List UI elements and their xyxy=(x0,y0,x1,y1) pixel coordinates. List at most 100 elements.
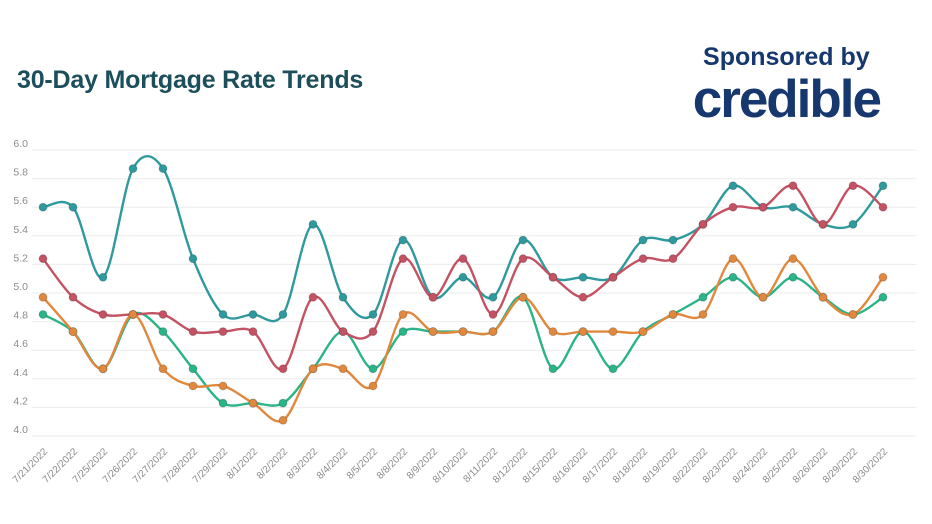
y-axis-label: 5.2 xyxy=(13,252,28,264)
data-point-red-13 xyxy=(428,292,438,302)
data-point-teal-16 xyxy=(518,235,528,245)
data-point-orange-22 xyxy=(698,309,708,319)
data-point-orange-4 xyxy=(158,364,168,374)
data-point-orange-5 xyxy=(188,381,198,391)
data-point-red-1 xyxy=(68,292,78,302)
data-point-red-10 xyxy=(338,327,348,337)
series-line-green xyxy=(41,276,885,407)
page-title: 30-Day Mortgage Rate Trends xyxy=(17,66,364,94)
data-point-green-25 xyxy=(788,272,798,282)
data-point-red-9 xyxy=(308,292,318,302)
data-point-red-8 xyxy=(278,364,288,374)
data-point-orange-24 xyxy=(758,292,768,302)
data-point-orange-18 xyxy=(578,327,588,337)
data-point-red-2 xyxy=(98,309,108,319)
y-axis-label: 4.2 xyxy=(13,395,28,407)
data-point-teal-10 xyxy=(338,292,348,302)
data-point-orange-19 xyxy=(608,327,618,337)
y-axis-label: 4.6 xyxy=(13,338,28,350)
data-point-orange-26 xyxy=(818,292,828,302)
data-point-orange-3 xyxy=(128,309,138,319)
data-point-teal-6 xyxy=(218,309,228,319)
data-point-orange-14 xyxy=(458,327,468,337)
data-point-orange-10 xyxy=(338,364,348,374)
data-point-teal-5 xyxy=(188,254,198,264)
data-point-teal-11 xyxy=(368,309,378,319)
data-point-red-25 xyxy=(788,181,798,191)
data-point-teal-8 xyxy=(278,309,288,319)
data-point-red-19 xyxy=(608,272,618,282)
data-point-green-0 xyxy=(38,309,48,319)
data-point-orange-17 xyxy=(548,327,558,337)
data-point-red-11 xyxy=(368,327,378,337)
data-point-red-5 xyxy=(188,327,198,337)
data-point-orange-1 xyxy=(68,327,78,337)
y-axis-label: 4.4 xyxy=(13,367,28,379)
data-point-red-6 xyxy=(218,327,228,337)
data-point-teal-14 xyxy=(458,272,468,282)
data-point-red-14 xyxy=(458,254,468,264)
y-axis-label: 5.0 xyxy=(13,281,28,293)
y-axis-label: 4.0 xyxy=(13,424,28,436)
series-line-orange xyxy=(41,257,885,423)
y-axis-label: 5.6 xyxy=(13,195,28,207)
data-point-orange-7 xyxy=(248,398,258,408)
data-point-teal-15 xyxy=(488,292,498,302)
data-point-red-28 xyxy=(878,202,888,212)
data-point-teal-0 xyxy=(38,202,48,212)
data-point-teal-27 xyxy=(848,219,858,229)
data-point-green-22 xyxy=(698,292,708,302)
data-point-orange-2 xyxy=(98,364,108,374)
data-point-red-12 xyxy=(398,254,408,264)
data-point-teal-28 xyxy=(878,181,888,191)
data-point-teal-21 xyxy=(668,235,678,245)
data-point-green-28 xyxy=(878,292,888,302)
data-point-orange-25 xyxy=(788,254,798,264)
data-point-orange-0 xyxy=(38,292,48,302)
data-point-green-6 xyxy=(218,398,228,408)
data-point-red-26 xyxy=(818,219,828,229)
data-point-green-19 xyxy=(608,364,618,374)
data-point-orange-8 xyxy=(278,415,288,425)
data-point-orange-13 xyxy=(428,327,438,337)
data-point-red-20 xyxy=(638,254,648,264)
x-axis-label: 8/5/2022 xyxy=(345,446,381,482)
data-point-red-22 xyxy=(698,219,708,229)
data-point-green-5 xyxy=(188,364,198,374)
data-point-red-0 xyxy=(38,254,48,264)
data-point-teal-7 xyxy=(248,309,258,319)
data-point-red-18 xyxy=(578,292,588,302)
x-axis-label: 8/2/2022 xyxy=(255,446,291,482)
data-point-teal-20 xyxy=(638,235,648,245)
data-point-orange-20 xyxy=(638,327,648,337)
sponsor-block: Sponsored by credible xyxy=(692,43,882,129)
data-point-orange-9 xyxy=(308,364,318,374)
data-point-red-16 xyxy=(518,254,528,264)
y-axis-label: 6.0 xyxy=(13,138,28,150)
x-axis-label: 8/4/2022 xyxy=(315,446,351,482)
credible-logo: credible xyxy=(692,69,882,129)
sponsored-by-label: Sponsored by xyxy=(703,43,870,71)
data-point-green-17 xyxy=(548,364,558,374)
y-axis-label: 4.8 xyxy=(13,310,28,322)
data-point-teal-3 xyxy=(128,164,138,174)
data-point-green-8 xyxy=(278,398,288,408)
data-point-red-7 xyxy=(248,327,258,337)
data-point-teal-1 xyxy=(68,202,78,212)
data-point-teal-18 xyxy=(578,272,588,282)
data-point-orange-28 xyxy=(878,272,888,282)
data-point-red-27 xyxy=(848,181,858,191)
data-point-teal-4 xyxy=(158,164,168,174)
x-axis-label: 8/1/2022 xyxy=(225,446,261,482)
data-point-teal-2 xyxy=(98,272,108,282)
data-point-orange-15 xyxy=(488,327,498,337)
data-point-teal-25 xyxy=(788,202,798,212)
data-point-orange-6 xyxy=(218,381,228,391)
data-point-red-4 xyxy=(158,309,168,319)
x-axis-label: 8/8/2022 xyxy=(375,446,411,482)
data-point-teal-9 xyxy=(308,219,318,229)
y-axis-label: 5.8 xyxy=(13,167,28,179)
data-point-orange-11 xyxy=(368,381,378,391)
data-point-teal-23 xyxy=(728,181,738,191)
